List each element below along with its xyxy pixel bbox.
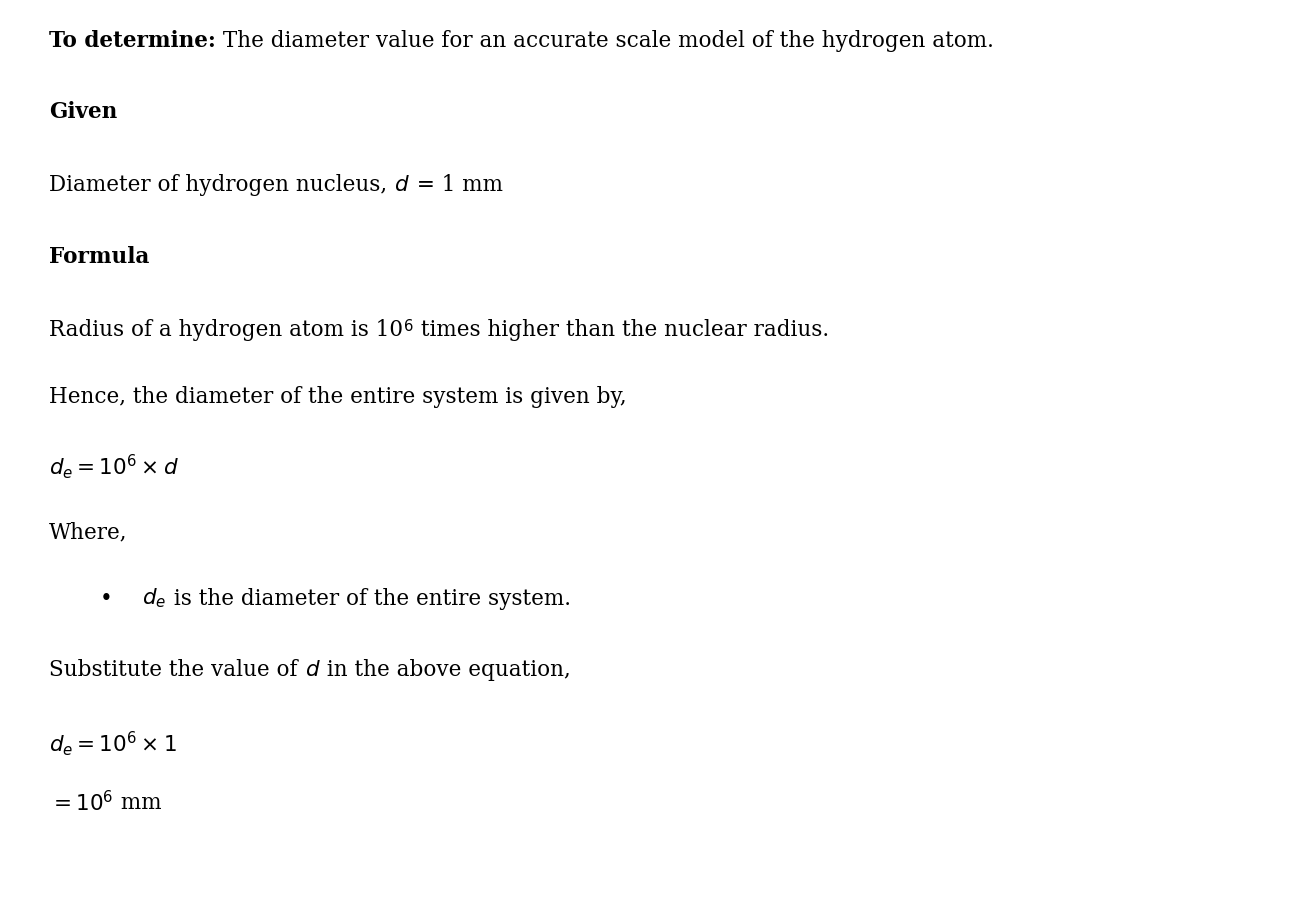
Text: times higher than the nuclear radius.: times higher than the nuclear radius. <box>414 319 829 341</box>
Text: in the above equation,: in the above equation, <box>321 659 571 681</box>
Text: Radius of a hydrogen atom is 10: Radius of a hydrogen atom is 10 <box>49 319 404 341</box>
Text: Diameter of hydrogen nucleus,: Diameter of hydrogen nucleus, <box>49 174 395 196</box>
Text: Given: Given <box>49 101 118 123</box>
Text: To determine:: To determine: <box>49 30 216 52</box>
Text: $d_e = 10^6 \times d$: $d_e = 10^6 \times d$ <box>49 452 179 481</box>
Text: Where,: Where, <box>49 521 128 543</box>
Text: $d$: $d$ <box>304 659 321 681</box>
Text: mm: mm <box>114 792 162 814</box>
Text: •: • <box>100 588 113 610</box>
Text: $d_e = 10^6 \times 1$: $d_e = 10^6 \times 1$ <box>49 729 177 758</box>
Text: = 1 mm: = 1 mm <box>410 174 503 196</box>
Text: Formula: Formula <box>49 246 150 268</box>
Text: $^6$: $^6$ <box>404 319 414 341</box>
Text: $d_e$: $d_e$ <box>142 587 167 610</box>
Text: Substitute the value of: Substitute the value of <box>49 659 304 681</box>
Text: $d$: $d$ <box>395 174 410 196</box>
Text: The diameter value for an accurate scale model of the hydrogen atom.: The diameter value for an accurate scale… <box>216 30 994 52</box>
Text: Hence, the diameter of the entire system is given by,: Hence, the diameter of the entire system… <box>49 386 626 408</box>
Text: $= 10^6$: $= 10^6$ <box>49 790 114 816</box>
Text: is the diameter of the entire system.: is the diameter of the entire system. <box>167 588 571 610</box>
